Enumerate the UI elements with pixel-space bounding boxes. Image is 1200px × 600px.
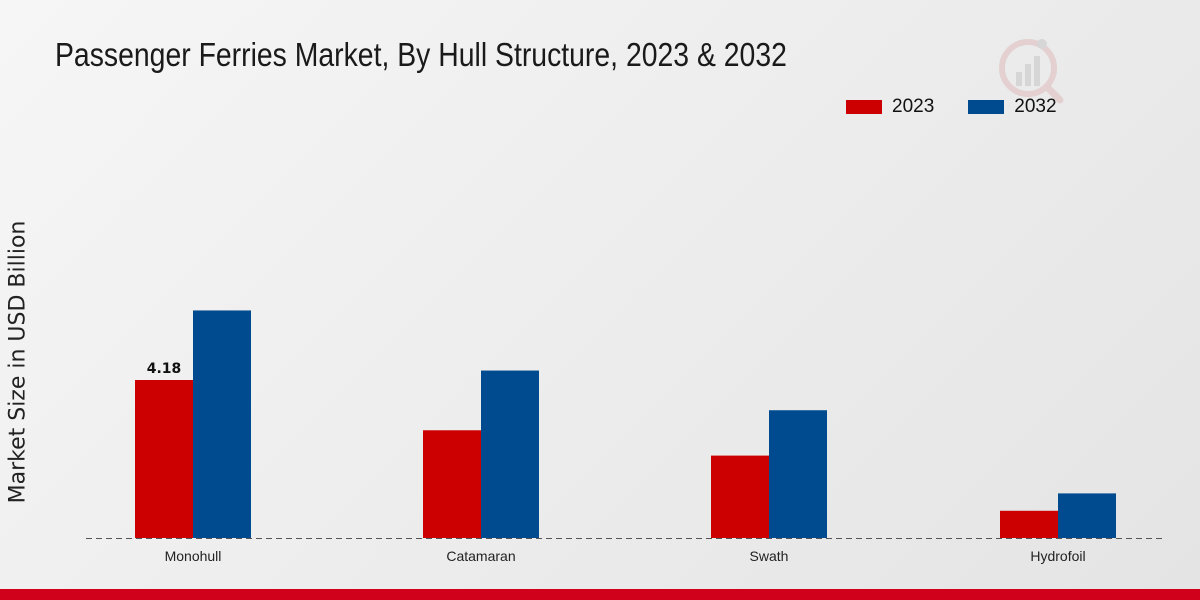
bar-catamaran-2032 (481, 370, 539, 538)
x-tick-label-monohull: Monohull (165, 548, 222, 564)
bar-hydrofoil-2032 (1058, 493, 1116, 538)
bar-monohull-2032 (193, 310, 251, 538)
legend-label-2023: 2023 (892, 96, 935, 117)
bar-hydrofoil-2023 (1000, 510, 1058, 538)
legend-label-2032: 2032 (1014, 96, 1057, 117)
x-tick-label-catamaran: Catamaran (446, 548, 515, 564)
legend-item-2023: 2023 (846, 96, 934, 118)
bar-swath-2032 (769, 410, 827, 538)
x-tick-label-hydrofoil: Hydrofoil (1030, 548, 1085, 564)
footer-bar (0, 589, 1200, 600)
legend-swatch-2032 (968, 100, 1005, 114)
legend-item-2032: 2032 (968, 96, 1057, 118)
bar-swath-2023 (711, 455, 769, 538)
data-label-monohull-2023: 4.18 (147, 361, 182, 377)
legend-swatch-2023 (846, 100, 882, 114)
chart-title: Passenger Ferries Market, By Hull Struct… (55, 36, 787, 73)
legend: 2023 2032 (846, 96, 1091, 118)
brand-logo-icon (999, 39, 1064, 104)
x-tick-label-swath: Swath (750, 548, 789, 564)
bar-catamaran-2023 (423, 430, 481, 538)
bar-monohull-2023 (135, 379, 193, 538)
